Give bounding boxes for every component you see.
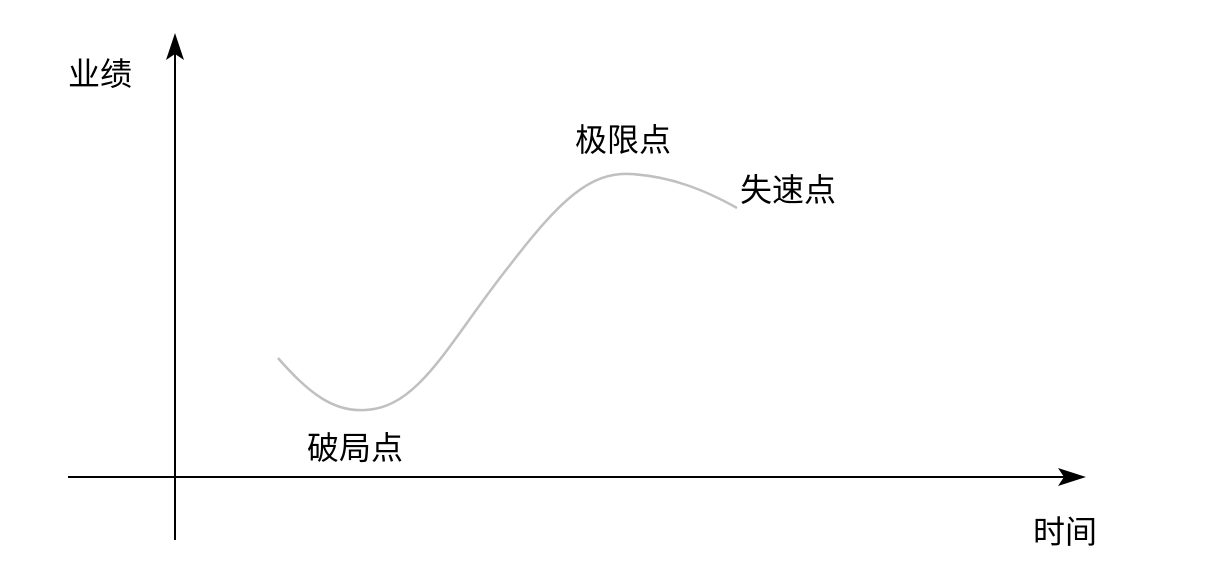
x-axis-label: 时间 [1033, 514, 1098, 550]
y-axis-label: 业绩 [68, 56, 133, 92]
performance-curve [277, 172, 738, 412]
x-axis-arrow [1058, 468, 1086, 486]
y-axis-arrow [166, 33, 184, 60]
stall-point-label: 失速点 [740, 172, 837, 208]
breakthrough-point-label: 破局点 [307, 430, 404, 466]
limit-point-label: 极限点 [575, 122, 672, 158]
